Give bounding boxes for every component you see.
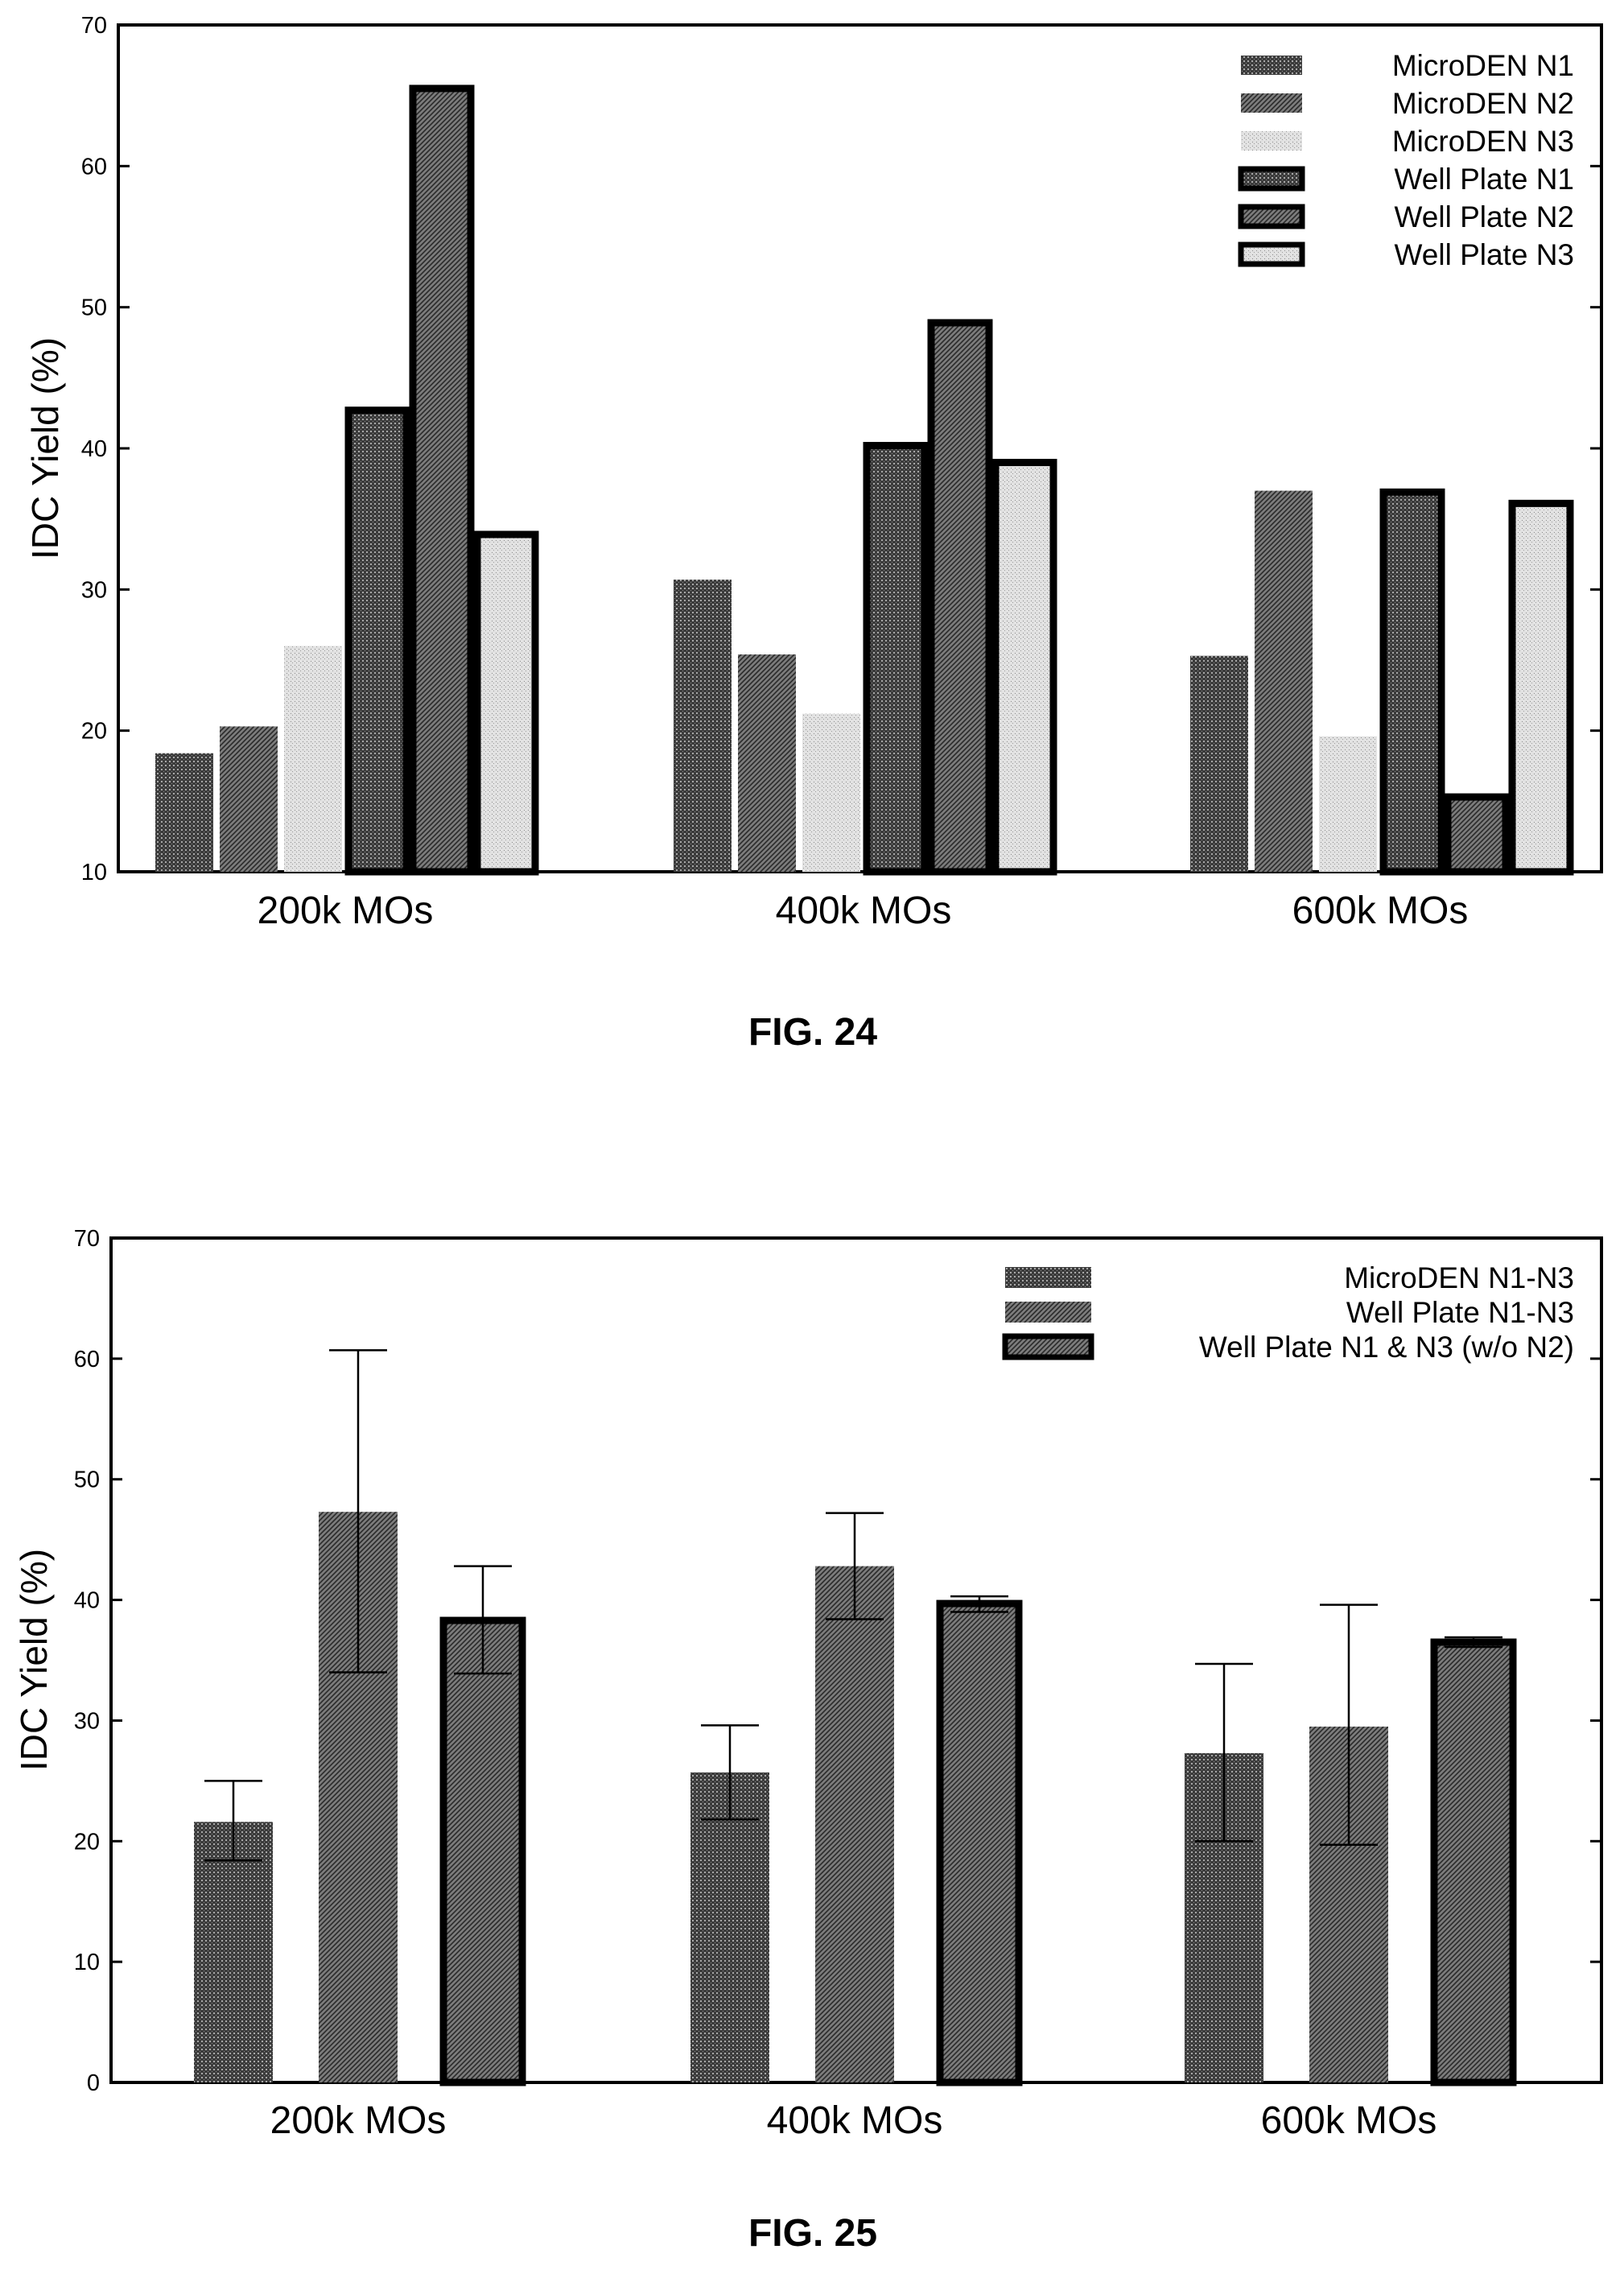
x-axis-categories: 200k MOs 400k MOs 600k MOs [270, 2099, 1437, 2142]
bar [991, 459, 1057, 876]
bar [936, 1599, 1023, 2086]
bar [220, 726, 278, 872]
legend-swatch [1002, 1333, 1094, 1360]
y-axis-label: IDC Yield (%) [13, 1549, 55, 1771]
bar [439, 1616, 526, 2086]
bar [284, 646, 342, 872]
bar [815, 1566, 894, 2082]
bar [344, 407, 410, 876]
y-tick-label: 10 [74, 1950, 100, 1975]
legend-label: Well Plate N1-N3 [1346, 1296, 1574, 1329]
y-tick-label: 70 [74, 1226, 100, 1252]
y-tick-label: 30 [74, 1708, 100, 1734]
figure-caption: FIG. 25 [748, 2212, 877, 2255]
legend-swatch [1238, 241, 1305, 267]
legend-swatch [1241, 93, 1302, 113]
bars [194, 1349, 1517, 2086]
figure-caption: FIG. 24 [748, 1011, 877, 1054]
x-category-label: 400k MOs [767, 2099, 943, 2142]
y-tick-label: 20 [81, 719, 107, 745]
x-category-label: 600k MOs [1292, 889, 1469, 932]
y-tick-label: 30 [81, 577, 107, 603]
x-category-label: 200k MOs [270, 2099, 447, 2142]
legend-label: Well Plate N1 & N3 (w/o N2) [1199, 1331, 1574, 1364]
bar [194, 1822, 273, 2082]
x-axis-categories: 200k MOs 400k MOs 600k MOs [258, 889, 1469, 932]
legend-label: Well Plate N1 [1395, 163, 1574, 196]
bar [802, 713, 860, 872]
y-axis-ticks: 0 10 20 30 40 50 60 70 [74, 1226, 1601, 2096]
legend-swatch [1241, 56, 1302, 75]
y-tick-label: 50 [81, 295, 107, 321]
bar [1508, 499, 1574, 876]
bar [1255, 490, 1313, 872]
y-tick-label: 60 [74, 1347, 100, 1372]
legend-label: MicroDEN N1 [1392, 49, 1574, 82]
bar [473, 530, 539, 876]
bar [409, 85, 475, 876]
bar [1190, 655, 1248, 872]
legend-label: MicroDEN N3 [1392, 125, 1574, 158]
y-tick-label: 50 [74, 1467, 100, 1493]
y-tick-label: 10 [81, 860, 107, 885]
y-axis-ticks: 10 20 30 40 50 60 70 [81, 13, 1601, 885]
bar [674, 580, 732, 872]
bar [1319, 736, 1377, 872]
legend-swatch [1005, 1267, 1091, 1288]
x-category-label: 200k MOs [258, 889, 434, 932]
legend: MicroDEN N1 MicroDEN N2 MicroDEN N3 Well Pl… [1238, 49, 1574, 271]
legend-swatch [1238, 166, 1305, 192]
bar [1430, 1638, 1517, 2086]
bar [863, 441, 929, 876]
bar [155, 753, 213, 872]
legend-label: Well Plate N3 [1395, 238, 1574, 271]
x-category-label: 600k MOs [1261, 2099, 1437, 2142]
bar [738, 654, 796, 872]
y-axis-label: IDC Yield (%) [24, 337, 66, 559]
y-tick-label: 20 [74, 1829, 100, 1855]
y-tick-label: 40 [74, 1588, 100, 1614]
y-tick-label: 0 [87, 2070, 100, 2096]
legend-label: Well Plate N2 [1395, 200, 1574, 233]
chart-fig25: 0 10 20 30 40 50 60 70 200k MOs 400k MOs 600k MOs… [13, 1226, 1603, 2255]
bar [690, 1772, 769, 2082]
legend-swatch [1005, 1302, 1091, 1323]
legend-swatch [1238, 204, 1305, 229]
legend-label: MicroDEN N1-N3 [1344, 1261, 1574, 1294]
legend-label: MicroDEN N2 [1392, 87, 1574, 120]
bar [1379, 488, 1445, 876]
bar [927, 319, 993, 876]
y-tick-label: 40 [81, 436, 107, 462]
bar [1444, 793, 1510, 876]
y-tick-label: 60 [81, 154, 107, 180]
y-tick-label: 70 [81, 13, 107, 39]
legend-swatch [1241, 131, 1302, 151]
x-category-label: 400k MOs [776, 889, 952, 932]
bars [155, 85, 1574, 876]
